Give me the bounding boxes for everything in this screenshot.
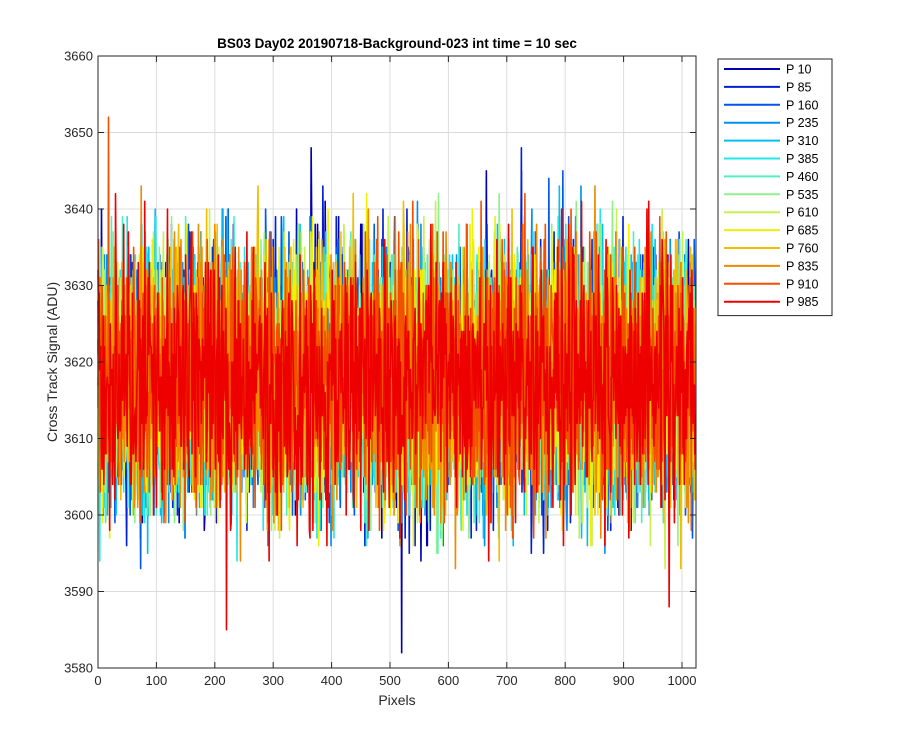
x-tick-label: 400 xyxy=(321,673,343,688)
y-tick-label: 3600 xyxy=(64,508,93,523)
x-tick-label: 600 xyxy=(438,673,460,688)
legend-entry-label: P 685 xyxy=(786,224,818,238)
x-tick-label: 900 xyxy=(613,673,635,688)
legend-entry-label: P 235 xyxy=(786,116,818,130)
series-line-p-985 xyxy=(97,192,697,631)
y-tick-label: 3660 xyxy=(64,49,93,64)
x-tick-label: 700 xyxy=(496,673,518,688)
legend-entry-label: P 985 xyxy=(786,295,818,309)
y-tick-label: 3610 xyxy=(64,431,93,446)
legend-entry-label: P 835 xyxy=(786,259,818,273)
legend-entry-label: P 385 xyxy=(786,152,818,166)
x-tick-label: 1000 xyxy=(668,673,697,688)
y-tick-label: 3580 xyxy=(64,661,93,676)
legend-entry-label: P 85 xyxy=(786,80,812,94)
series-lines xyxy=(97,116,697,654)
x-tick-label: 100 xyxy=(146,673,168,688)
legend-entry-label: P 610 xyxy=(786,206,818,220)
legend-entry-label: P 535 xyxy=(786,188,818,202)
x-tick-label: 300 xyxy=(262,673,284,688)
y-tick-label: 3640 xyxy=(64,202,93,217)
x-tick-label: 200 xyxy=(204,673,226,688)
legend-entry-label: P 160 xyxy=(786,98,818,112)
legend: P 10 P 85 P 160 P 235 P 310 P 385 P 460 P 535 P … xyxy=(717,58,833,317)
x-tick-label: 800 xyxy=(554,673,576,688)
x-tick-label: 500 xyxy=(379,673,401,688)
legend-entry-label: P 910 xyxy=(786,277,818,291)
y-tick-label: 3620 xyxy=(64,355,93,370)
y-tick-label: 3650 xyxy=(64,125,93,140)
y-axis-label: Cross Track Signal (ADU) xyxy=(44,282,60,442)
axes: 0 100 200 300 400 500 600 700 800 900 1000 3580 3590… xyxy=(64,49,696,689)
legend-entry-label: P 760 xyxy=(786,242,818,256)
x-axis-label: Pixels xyxy=(378,692,415,708)
y-tick-label: 3630 xyxy=(64,278,93,293)
legend-box xyxy=(717,58,833,317)
legend-entry-label: P 460 xyxy=(786,170,818,184)
chart-title: BS03 Day02 20190718-Background-023 int t… xyxy=(217,36,577,51)
legend-entry-label: P 10 xyxy=(786,63,812,77)
y-tick-label: 3590 xyxy=(64,584,93,599)
x-tick-label: 0 xyxy=(94,673,101,688)
legend-entry-label: P 310 xyxy=(786,134,818,148)
